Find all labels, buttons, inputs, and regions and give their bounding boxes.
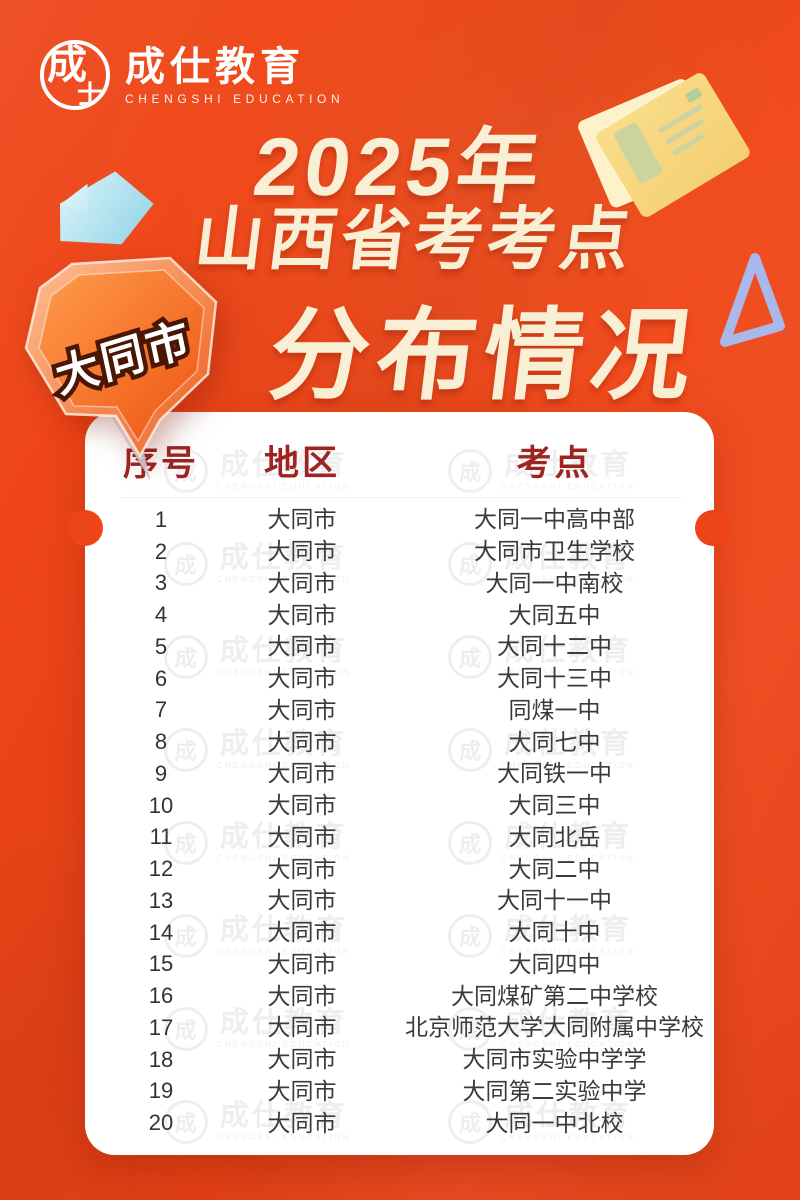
row-site: 大同市实验中学学: [462, 1046, 647, 1073]
row-site: 北京师范大学大同附属中学校: [405, 1014, 704, 1041]
row-site: 大同煤矿第二中学校: [451, 982, 658, 1009]
row-site: 大同市卫生学校: [474, 538, 635, 565]
row-no: 4: [154, 602, 168, 628]
table-row: 16 大同市 大同煤矿第二中学校: [85, 980, 706, 1012]
row-site: 大同第二实验中学: [462, 1077, 647, 1104]
row-region: 大同市: [267, 1077, 337, 1104]
row-site: 大同七中: [508, 728, 601, 755]
row-no: 5: [154, 633, 168, 659]
row-no: 13: [148, 887, 174, 913]
card-notch-right: [695, 510, 731, 546]
row-site: 大同二中: [508, 855, 601, 882]
row-site: 大同十三中: [497, 665, 612, 692]
table-row: 6 大同市 大同十三中: [85, 663, 706, 695]
row-no: 16: [148, 983, 174, 1009]
row-region: 大同市: [267, 950, 337, 977]
brand-text: 成仕教育 CHENGSHI EDUCATION: [125, 45, 344, 106]
row-region: 大同市: [267, 538, 337, 565]
table-row: 4 大同市 大同五中: [85, 599, 706, 631]
row-region: 大同市: [267, 823, 337, 850]
row-region: 大同市: [267, 506, 337, 533]
table-row: 5 大同市 大同十二中: [85, 631, 706, 663]
table-row: 13 大同市 大同十一中: [85, 885, 706, 917]
row-region: 大同市: [267, 982, 337, 1009]
row-no: 14: [148, 919, 174, 945]
city-badge: 大同市: [20, 256, 225, 468]
table-row: 19 大同市 大同第二实验中学: [85, 1076, 706, 1108]
row-no: 9: [154, 760, 168, 786]
row-region: 大同市: [267, 569, 337, 596]
row-site: 大同北岳: [508, 823, 601, 850]
row-site: 大同三中: [508, 792, 601, 819]
table-row: 3 大同市 大同一中南校: [85, 568, 706, 600]
table-row: 20 大同市 大同一中北校: [85, 1107, 706, 1139]
row-region: 大同市: [267, 919, 337, 946]
logo-glyph-main: 成: [47, 43, 87, 87]
row-region: 大同市: [267, 792, 337, 819]
row-site: 大同一中高中部: [474, 506, 635, 533]
row-no: 3: [154, 570, 168, 596]
table-row: 1 大同市 大同一中高中部: [85, 504, 706, 536]
row-no: 8: [154, 729, 168, 755]
row-region: 大同市: [267, 760, 337, 787]
row-region: 大同市: [267, 887, 337, 914]
row-no: 2: [154, 538, 168, 564]
row-site: 大同铁一中: [497, 760, 612, 787]
row-region: 大同市: [267, 1046, 337, 1073]
row-no: 1: [154, 506, 168, 532]
test-sites-table: 序号 地区 考点 1 大同市 大同一中高中部 2 大同市 大同市卫生学校 3 大…: [85, 412, 714, 1155]
card-notch-left: [67, 510, 103, 546]
brand-logo-circle-icon: 成 士: [40, 40, 110, 110]
logo-glyph-small: 士: [76, 80, 103, 110]
table-row: 14 大同市 大同十中: [85, 917, 706, 949]
table-row: 15 大同市 大同四中: [85, 949, 706, 981]
row-site: 大同五中: [508, 601, 601, 628]
table-row: 9 大同市 大同铁一中: [85, 758, 706, 790]
row-site: 大同十中: [508, 919, 601, 946]
table-row: 12 大同市 大同二中: [85, 853, 706, 885]
test-sites-card: 成 成仕教育 CHENGSHI EDUCATION 成 成仕教育 CHENGSH…: [85, 412, 714, 1155]
row-site: 大同四中: [508, 950, 601, 977]
header-divider: [121, 497, 682, 498]
row-no: 11: [149, 824, 173, 850]
row-site: 同煤一中: [508, 696, 601, 723]
table-row: 18 大同市 大同市实验中学学: [85, 1044, 706, 1076]
table-row: 11 大同市 大同北岳: [85, 822, 706, 854]
brand-name: 成仕教育: [125, 44, 305, 89]
col-header-site: 考点: [516, 444, 593, 483]
row-region: 大同市: [267, 1109, 337, 1136]
row-region: 大同市: [267, 1014, 337, 1041]
row-site: 大同十二中: [497, 633, 612, 660]
row-no: 17: [148, 1014, 174, 1040]
table-row: 17 大同市 北京师范大学大同附属中学校: [85, 1012, 706, 1044]
brand-logo: 成 士 成仕教育 CHENGSHI EDUCATION: [40, 40, 344, 110]
row-region: 大同市: [267, 728, 337, 755]
col-header-region: 地区: [263, 444, 340, 483]
table-body: 1 大同市 大同一中高中部 2 大同市 大同市卫生学校 3 大同市 大同一中南校…: [85, 504, 706, 1139]
row-region: 大同市: [267, 696, 337, 723]
row-no: 18: [148, 1046, 174, 1072]
row-site: 大同十一中: [497, 887, 612, 914]
row-site: 大同一中北校: [485, 1109, 624, 1136]
row-no: 7: [154, 697, 168, 723]
row-site: 大同一中南校: [485, 569, 624, 596]
brand-subtitle: CHENGSHI EDUCATION: [125, 91, 345, 106]
table-row: 8 大同市 大同七中: [85, 726, 706, 758]
row-no: 20: [148, 1110, 174, 1136]
row-no: 12: [148, 856, 174, 882]
title-sub: 分布情况: [262, 300, 705, 412]
row-region: 大同市: [267, 855, 337, 882]
table-header-row: 序号 地区 考点: [85, 438, 706, 490]
row-no: 15: [148, 951, 174, 977]
table-row: 7 大同市 同煤一中: [85, 695, 706, 727]
row-region: 大同市: [267, 633, 337, 660]
triangle-ruler-icon: [720, 253, 785, 347]
row-no: 19: [148, 1078, 174, 1104]
table-row: 10 大同市 大同三中: [85, 790, 706, 822]
table-row: 2 大同市 大同市卫生学校: [85, 536, 706, 568]
row-no: 6: [154, 665, 168, 691]
row-region: 大同市: [267, 601, 337, 628]
row-no: 10: [148, 792, 174, 818]
row-region: 大同市: [267, 665, 337, 692]
